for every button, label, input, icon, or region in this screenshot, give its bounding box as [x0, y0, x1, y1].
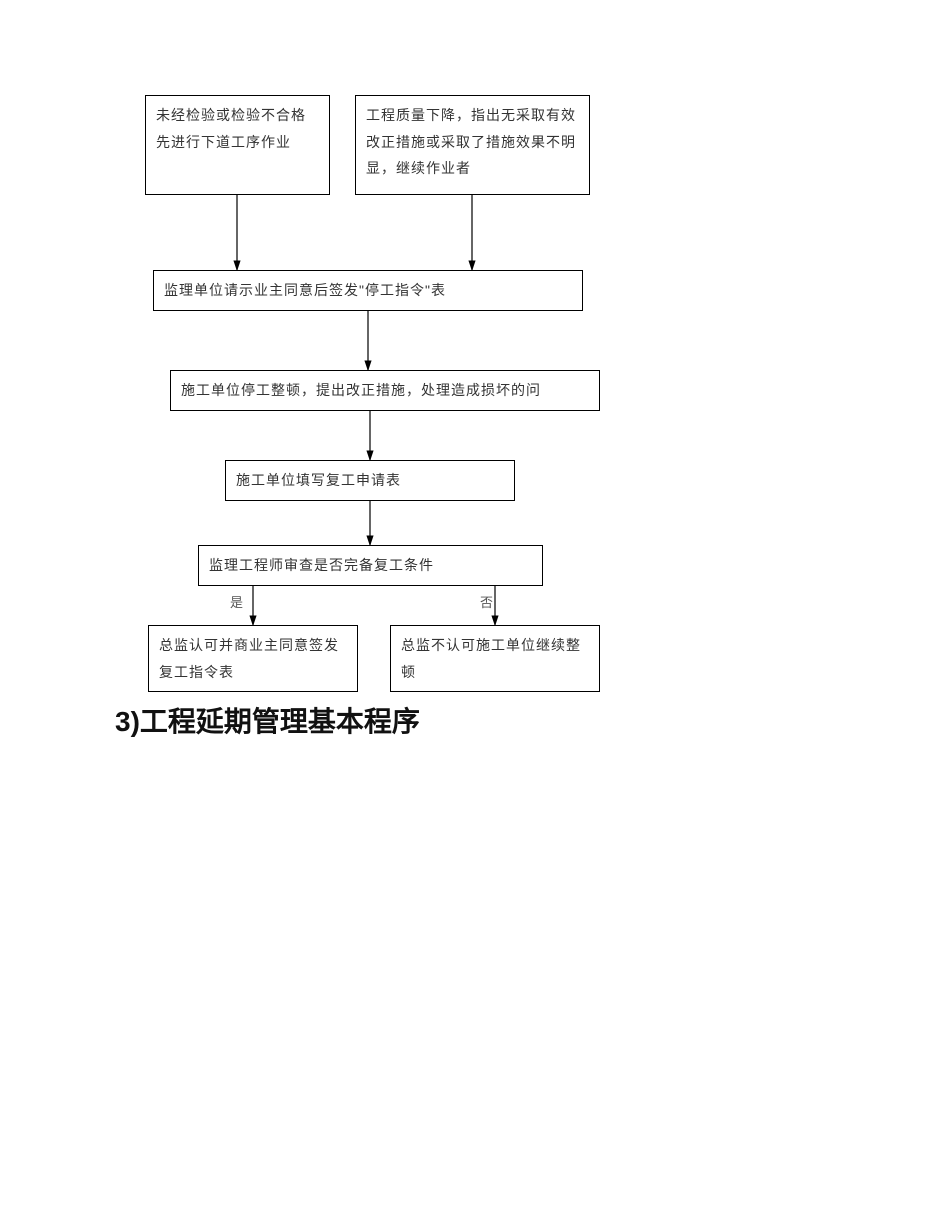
node-text: 总监不认可施工单位继续整顿 [401, 637, 581, 680]
node-text: 工程质量下降，指出无采取有效改正措施或采取了措施效果不明显，继续作业者 [366, 107, 576, 176]
flow-node-stop-order: 监理单位请示业主同意后签发"停工指令"表 [153, 270, 583, 311]
flow-node-inspection-fail: 未经检验或检验不合格先进行下道工序作业 [145, 95, 330, 195]
node-text: 施工单位填写复工申请表 [236, 472, 401, 488]
node-text: 总监认可并商业主同意签发复工指令表 [159, 637, 339, 680]
edge-label-yes: 是 [230, 592, 243, 611]
flow-node-review: 监理工程师审查是否完备复工条件 [198, 545, 543, 586]
node-text: 监理单位请示业主同意后签发"停工指令"表 [164, 282, 446, 298]
section-heading: 3)工程延期管理基本程序 [115, 700, 420, 740]
flow-node-resume-application: 施工单位填写复工申请表 [225, 460, 515, 501]
node-text: 施工单位停工整顿，提出改正措施，处理造成损坏的问 [181, 382, 541, 398]
node-text: 监理工程师审查是否完备复工条件 [209, 557, 434, 573]
flow-node-quality-decline: 工程质量下降，指出无采取有效改正措施或采取了措施效果不明显，继续作业者 [355, 95, 590, 195]
flow-node-continue-rectify: 总监不认可施工单位继续整顿 [390, 625, 600, 692]
heading-text: 3)工程延期管理基本程序 [115, 706, 420, 737]
flow-node-approve-resume: 总监认可并商业主同意签发复工指令表 [148, 625, 358, 692]
flow-node-rectify: 施工单位停工整顿，提出改正措施，处理造成损坏的问 [170, 370, 600, 411]
edge-label-no: 否 [480, 592, 493, 611]
flowchart-canvas: 未经检验或检验不合格先进行下道工序作业 工程质量下降，指出无采取有效改正措施或采… [0, 0, 950, 1230]
node-text: 未经检验或检验不合格先进行下道工序作业 [156, 107, 306, 150]
